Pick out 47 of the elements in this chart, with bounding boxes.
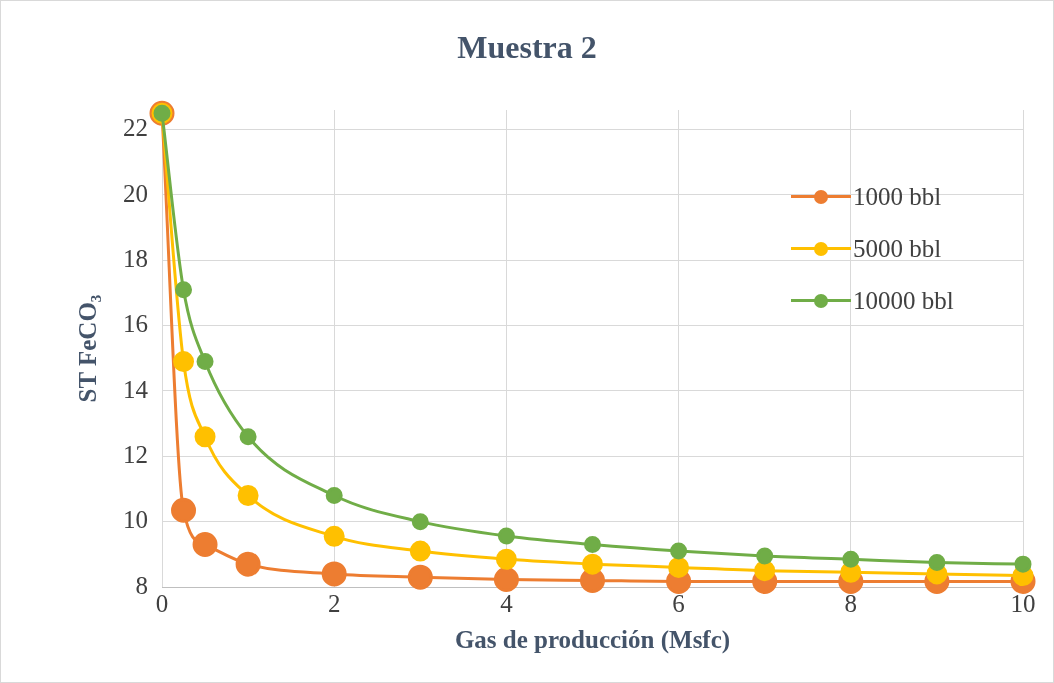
- y-tick-label: 8: [135, 571, 148, 599]
- point: [670, 542, 688, 560]
- point: [1014, 555, 1032, 573]
- point: [175, 281, 193, 299]
- point: [407, 564, 433, 590]
- chart-title: Muestra 2: [456, 29, 598, 66]
- point: [237, 485, 259, 507]
- y-tick-label: 12: [123, 440, 148, 468]
- point: [325, 487, 343, 505]
- legend-label: 10000 bbl: [853, 287, 954, 315]
- y-tick-label: 10: [123, 506, 148, 534]
- point: [171, 497, 197, 523]
- point: [235, 551, 261, 577]
- point: [493, 566, 519, 592]
- point: [582, 553, 603, 575]
- x-tick-label: 6: [672, 589, 685, 617]
- point: [409, 540, 431, 562]
- legend-label: 5000 bbl: [853, 235, 942, 263]
- point: [196, 353, 214, 371]
- y-tick-label: 16: [123, 310, 148, 338]
- x-axis-title: Gas de producción (Msfc): [454, 626, 731, 655]
- x-tick-label: 10: [1010, 589, 1036, 617]
- y-tick-label: 20: [123, 179, 148, 207]
- point: [495, 548, 517, 570]
- point: [842, 550, 860, 568]
- x-tick-label: 4: [500, 589, 514, 617]
- x-tick-label: 0: [155, 589, 169, 617]
- y-tick-label: 22: [123, 114, 148, 142]
- point: [497, 527, 515, 545]
- point: [323, 525, 345, 547]
- point: [584, 536, 601, 554]
- y-tick-label: 14: [123, 375, 149, 403]
- y-axis-title: ST FeCO₃: [74, 294, 102, 403]
- x-tick-label: 8: [844, 589, 858, 617]
- point: [754, 560, 776, 582]
- y-tick-label: 18: [123, 244, 148, 272]
- point: [668, 556, 690, 578]
- point: [756, 547, 774, 565]
- x-tick-label: 2: [327, 589, 341, 617]
- point: [321, 561, 347, 587]
- point: [173, 351, 195, 373]
- point: [194, 426, 216, 448]
- point: [928, 554, 946, 571]
- point: [411, 513, 429, 531]
- legend-label: 1000 bbl: [853, 183, 942, 211]
- point: [192, 532, 218, 558]
- point: [239, 428, 257, 446]
